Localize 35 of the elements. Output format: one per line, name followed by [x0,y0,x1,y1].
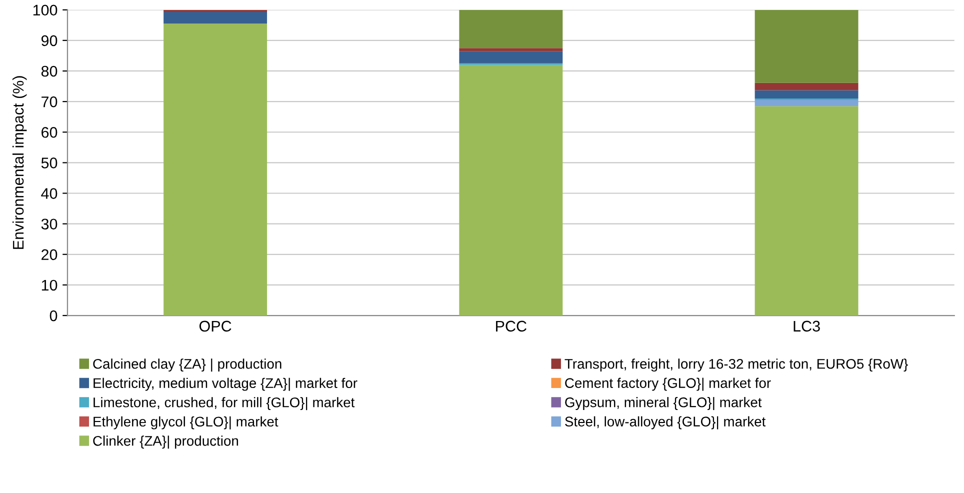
y-tick-label: 0 [50,310,58,322]
y-tick-label: 70 [42,96,58,108]
y-axis-title: Environmental impact (%) [12,76,27,249]
legend-label: Gypsum, mineral {GLO}| market [565,397,762,410]
bar [459,10,563,48]
legend-label: Transport, freight, lorry 16-32 metric ton, EURO5 {RoW} [564,358,908,372]
bar [459,64,563,316]
bar [164,24,268,316]
x-tick-label: OPC [199,320,232,332]
legend-label: Calcined clay {ZA} | production [93,358,282,372]
y-tick-label: 100 [33,4,58,16]
bar [164,12,268,24]
y-tick-label: 60 [42,126,58,138]
bar [754,100,858,106]
legend-label: Cement factory {GLO}| market for [565,378,771,391]
legend-label: Clinker {ZA}| production [93,436,238,449]
legend-label: Ethylene glycol {GLO}| market [94,416,278,430]
legend-label: Limestone, crushed, for mill {GLO}| market [94,397,355,410]
y-tick-label: 80 [41,66,58,77]
bar [459,48,563,52]
y-tick-label: 10 [42,280,58,291]
x-tick-label: LC3 [794,320,820,332]
legend-label: Electricity, medium voltage {ZA}| market for [94,378,358,391]
legend-label: Steel, low-alloyed {GLO}| market [565,416,766,430]
bar [754,106,858,316]
y-tick-label: 20 [42,249,58,260]
y-tick-label: 90 [41,35,58,46]
y-tick-label: 50 [41,158,58,168]
bar [754,90,858,98]
bar [459,51,563,64]
y-tick-label: 40 [41,188,58,199]
bar [754,10,858,83]
bar [754,82,858,90]
y-tick-label: 30 [41,218,58,230]
x-tick-label: PCC [496,320,526,332]
